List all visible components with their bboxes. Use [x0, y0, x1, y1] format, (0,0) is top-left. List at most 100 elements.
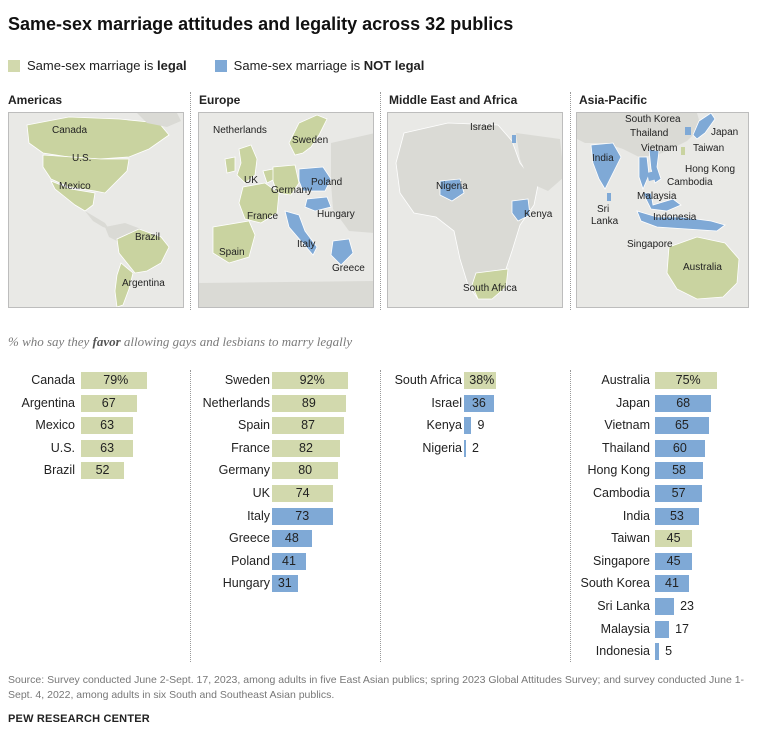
- map-shape-us: [42, 154, 130, 194]
- map-label-thailand: Thailand: [630, 128, 669, 139]
- bar-south-korea: [655, 575, 690, 593]
- bar-u-s-: [81, 439, 134, 457]
- map-label-nigeria: Nigeria: [436, 181, 468, 192]
- map-label-italy: Italy: [297, 239, 316, 250]
- bar-label-japan: Japan: [615, 395, 650, 410]
- bar-label-sweden: Sweden: [224, 373, 270, 387]
- bar-label-singapore: Singapore: [593, 553, 650, 568]
- bar-value-vietnam: 65: [674, 418, 689, 433]
- map-label-lanka: Lanka: [591, 216, 619, 227]
- map-asia-graphic: [577, 113, 740, 300]
- map-label-netherlands: Netherlands: [213, 125, 267, 136]
- map-label-israel: Israel: [470, 122, 495, 133]
- bar-south-africa: [464, 372, 496, 389]
- map-shape-taiwan: [681, 147, 685, 155]
- bar-label-spain: Spain: [238, 418, 270, 433]
- divider: [190, 370, 191, 662]
- bar-label-israel: Israel: [431, 395, 462, 410]
- map-shape-central-america: [85, 211, 109, 229]
- map-shape-vietnam: [648, 148, 662, 184]
- bar-value-greece: 48: [284, 531, 299, 546]
- map-label-poland: Poland: [311, 177, 343, 188]
- legend-swatch-not-legal: [214, 59, 227, 72]
- bar-sweden: [272, 372, 349, 389]
- divider: [570, 370, 571, 662]
- bar-label-hong-kong: Hong Kong: [587, 463, 650, 478]
- map-label-canada: Canada: [52, 125, 88, 136]
- bar-value-japan: 68: [676, 395, 691, 410]
- bar-value-spain: 87: [301, 418, 315, 433]
- map-label-greece: Greece: [332, 263, 365, 274]
- bar-value-uk: 74: [295, 486, 310, 500]
- bar-value-poland: 41: [282, 553, 296, 568]
- map-shape-asia-mainland: [577, 113, 701, 157]
- bar-hungary: [272, 575, 298, 593]
- map-shape-poland: [298, 166, 332, 192]
- bar-value-canada: 79%: [103, 373, 129, 387]
- bar-greece: [272, 530, 312, 548]
- bar-value-hong-kong: 58: [672, 463, 686, 478]
- bar-taiwan: [655, 530, 693, 548]
- map-shape-italy: [284, 210, 318, 256]
- bar-label-kenya: Kenya: [426, 418, 462, 433]
- bar-label-netherlands: Netherlands: [202, 395, 270, 410]
- bar-label-brazil: Brazil: [43, 463, 75, 478]
- bar-value-hungary: 31: [277, 576, 292, 591]
- bar-label-france: France: [231, 440, 270, 455]
- divider: [380, 370, 381, 662]
- chart-title: Same-sex marriage attitudes and legality…: [8, 14, 514, 34]
- map-shape-india: [590, 142, 622, 190]
- bar-value-sweden: 92%: [299, 373, 325, 387]
- bar-value-france: 82: [299, 440, 313, 455]
- map-label-hong-kong: Hong Kong: [685, 164, 736, 175]
- map-shape-france: [238, 182, 280, 224]
- map-shape-argentina: [114, 262, 134, 307]
- map-shape-uk: [236, 144, 258, 184]
- region-title-europe: Europe: [199, 93, 241, 107]
- source-note: Source: Survey conducted June 2-Sept. 17…: [8, 674, 745, 701]
- map-label-indonesia: Indonesia: [653, 212, 697, 223]
- map-label-germany: Germany: [271, 185, 313, 196]
- map-shape-greece: [330, 238, 354, 266]
- region-title-asia: Asia-Pacific: [579, 93, 648, 107]
- map-shape-south-africa: [471, 268, 509, 300]
- bar-value-germany: 80: [298, 463, 313, 478]
- map-shape-north-africa: [199, 281, 373, 307]
- bar-value-netherlands: 89: [301, 395, 316, 410]
- map-label-mexico: Mexico: [59, 181, 91, 192]
- map-americas: Canada U.S. Mexico Brazil Argentina: [8, 112, 184, 308]
- bar-thailand: [655, 439, 705, 457]
- bar-label-thailand: Thailand: [602, 440, 650, 455]
- bar-vietnam: [655, 417, 709, 435]
- bar-value-thailand: 60: [672, 440, 687, 455]
- map-shape-nigeria: [439, 178, 465, 202]
- map-label-sri: Sri: [597, 204, 610, 215]
- bar-netherlands: [272, 394, 346, 412]
- map-label-hungary: Hungary: [317, 209, 355, 220]
- bar-label-germany: Germany: [218, 463, 270, 478]
- bar-indonesia: [655, 643, 660, 661]
- bar-germany: [272, 462, 339, 480]
- bar-canada: [81, 372, 147, 389]
- bar-value-u-s-: 63: [100, 440, 115, 455]
- bar-france: [272, 439, 341, 457]
- bar-sri-lanka: [655, 598, 675, 615]
- map-shape-kenya: [511, 198, 531, 222]
- map-label-south-africa: South Africa: [463, 283, 517, 294]
- bar-label-poland: Poland: [231, 553, 270, 568]
- bar-value-south-africa: 38%: [469, 373, 495, 387]
- map-shape-thailand: [638, 156, 650, 191]
- bar-japan: [655, 394, 712, 412]
- map-mea-graphic: [395, 122, 562, 300]
- bar-charts: Canada 79% Argentina 67 Mexico 63 U.S. 63 Brazil…: [0, 370, 768, 670]
- bar-brazil: [81, 462, 125, 480]
- bar-value-south-korea: 41: [665, 576, 679, 591]
- map-shape-indonesia: [636, 210, 726, 232]
- bar-value-italy: 73: [295, 508, 310, 523]
- bar-australia: [655, 372, 718, 389]
- map-shape-greenland: [137, 113, 181, 127]
- legend-label-legal: Same-sex marriage is legal: [27, 58, 187, 73]
- bar-label-south-africa: South Africa: [394, 373, 462, 387]
- map-label-sweden: Sweden: [292, 135, 329, 146]
- map-shape-spain: [212, 220, 256, 264]
